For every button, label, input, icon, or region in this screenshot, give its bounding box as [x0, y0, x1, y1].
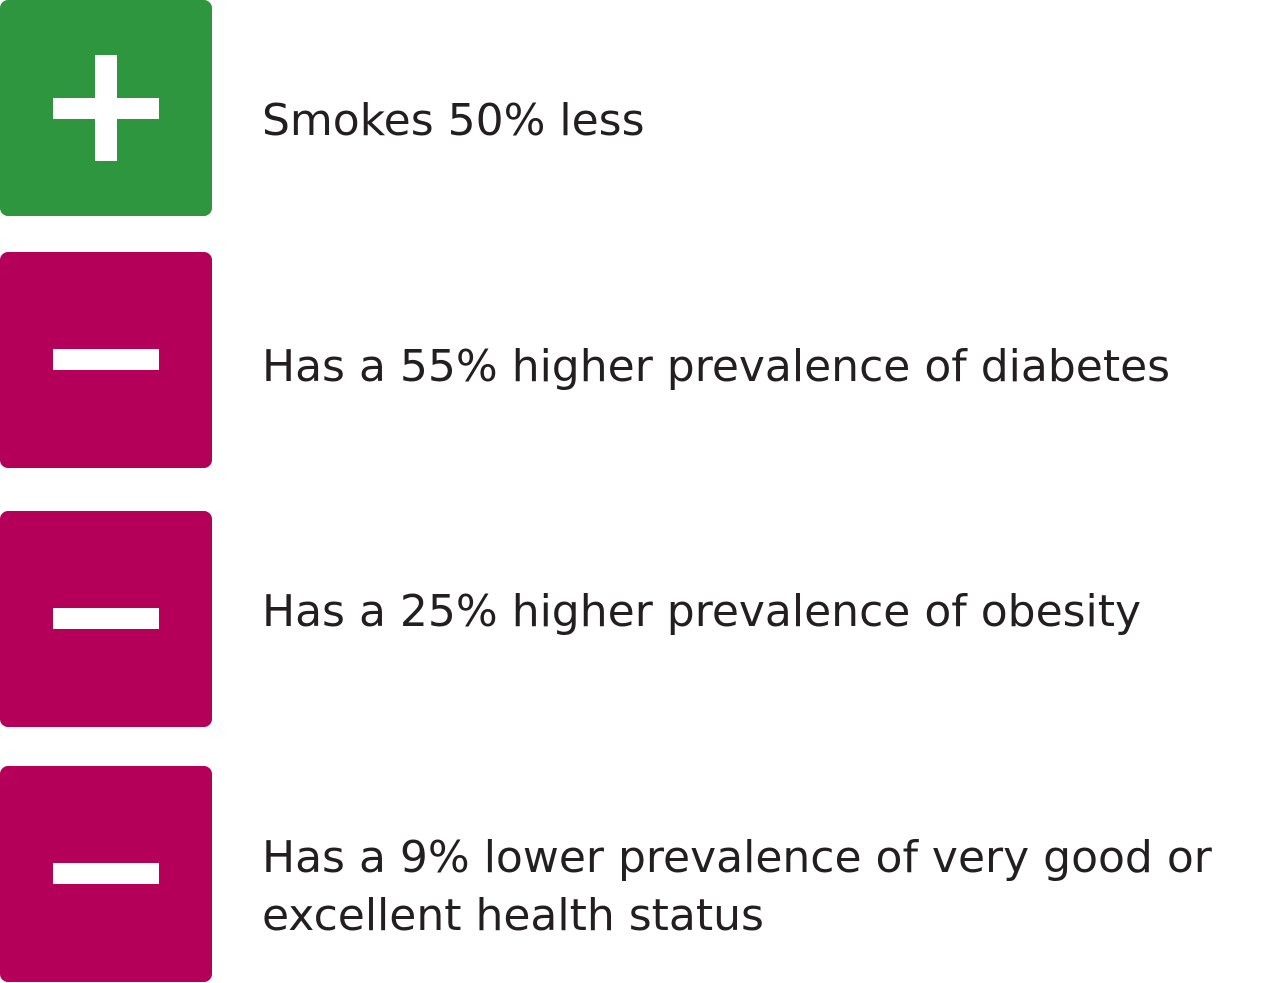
minus-icon: [0, 252, 212, 468]
stat-label: Has a 25% higher prevalence of obesity: [262, 586, 1142, 637]
stat-row-smoking: Smokes 50% less: [0, 0, 1276, 216]
stat-row-diabetes: Has a 55% higher prevalence of diabetes: [0, 252, 1276, 468]
stat-row-health-status: Has a 9% lower prevalence of very good o…: [0, 766, 1276, 982]
stat-label-line2: excellent health status: [262, 890, 764, 941]
stat-label: Has a 9% lower prevalence of very good o…: [262, 832, 1212, 883]
minus-icon: [0, 766, 212, 982]
stat-label: Smokes 50% less: [262, 95, 645, 146]
minus-icon: [0, 511, 212, 727]
stat-row-obesity: Has a 25% higher prevalence of obesity: [0, 511, 1276, 727]
plus-icon: [0, 0, 212, 216]
stat-label: Has a 55% higher prevalence of diabetes: [262, 341, 1171, 392]
